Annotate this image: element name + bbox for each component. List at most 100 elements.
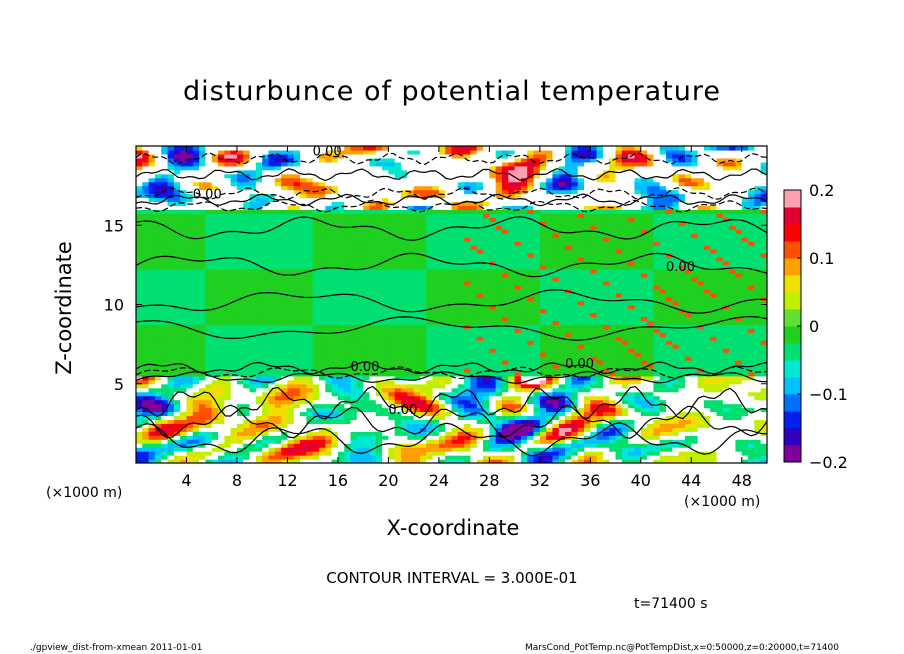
heatmap-cell <box>192 399 200 405</box>
heatmap-cell <box>287 328 295 333</box>
heatmap-cell <box>268 435 276 440</box>
heatmap-cell <box>255 304 263 310</box>
heatmap-cell <box>337 213 345 218</box>
heatmap-cell <box>457 415 465 421</box>
heatmap-cell <box>274 383 282 389</box>
heatmap-cell <box>363 272 371 278</box>
heatmap-cell <box>161 149 169 155</box>
heatmap-cell <box>375 193 383 199</box>
heatmap-cell <box>318 233 326 238</box>
heatmap-cell <box>382 328 389 333</box>
heatmap-cell <box>173 268 181 274</box>
heatmap-cell <box>293 340 301 345</box>
heatmap-cell <box>142 407 150 413</box>
heatmap-cell <box>211 359 219 365</box>
heatmap-cell <box>211 340 219 345</box>
heatmap-cell <box>419 371 427 377</box>
heatmap-cell <box>457 153 465 159</box>
heatmap-cell <box>287 146 295 151</box>
heatmap-cell <box>142 328 150 333</box>
heatmap-cell <box>300 241 307 246</box>
heatmap-cell <box>173 213 181 218</box>
heatmap-cell <box>268 256 276 262</box>
heatmap-cell <box>161 268 169 274</box>
heatmap-cell <box>331 340 339 345</box>
heatmap-cell <box>255 149 263 155</box>
heatmap-cell <box>199 344 207 349</box>
heatmap-cell <box>236 280 244 286</box>
heatmap-cell <box>211 308 219 314</box>
heatmap-cell <box>520 292 528 298</box>
heatmap-cell <box>356 415 364 421</box>
heatmap-cell <box>470 379 478 385</box>
heatmap-cell <box>186 149 194 155</box>
heatmap-cell <box>331 256 339 262</box>
heatmap-cell <box>388 395 396 401</box>
heatmap-cell <box>470 237 478 242</box>
heatmap-cell <box>495 149 503 155</box>
heatmap-cell <box>344 340 352 345</box>
heatmap-cell <box>192 300 200 306</box>
heatmap-cell <box>249 308 257 314</box>
heatmap-cell <box>337 316 345 321</box>
heatmap-cell <box>457 423 465 428</box>
heatmap-cell <box>262 407 270 413</box>
heatmap-cell <box>312 193 320 199</box>
heatmap-cell <box>401 205 408 210</box>
heatmap-cell <box>136 157 143 163</box>
heatmap-cell <box>287 300 295 306</box>
heatmap-cell <box>211 221 219 226</box>
heatmap-cell <box>300 280 307 286</box>
heatmap-cell <box>401 165 408 171</box>
heatmap-cell <box>451 308 459 314</box>
heatmap-cell <box>419 387 427 393</box>
heatmap-cell <box>363 165 371 171</box>
heatmap-cell <box>312 169 320 175</box>
heatmap-cell <box>224 237 232 242</box>
heatmap-cell <box>325 249 333 254</box>
heatmap-cell <box>142 213 150 218</box>
heatmap-cell <box>199 193 207 199</box>
heatmap-cell <box>243 245 251 250</box>
heatmap-cell <box>192 316 200 321</box>
heatmap-cell <box>300 233 307 238</box>
heatmap-cell <box>154 332 162 337</box>
heatmap-cell <box>388 375 396 381</box>
heatmap-cell <box>205 455 213 460</box>
heatmap-cell <box>205 324 213 329</box>
heatmap-cell <box>192 447 200 452</box>
heatmap-cell <box>300 288 307 294</box>
heatmap-cell <box>489 177 497 183</box>
heatmap-cell <box>520 233 528 238</box>
heatmap-cell <box>514 292 522 298</box>
heatmap-cell <box>438 439 446 444</box>
heatmap-cell <box>470 197 478 203</box>
heatmap-cell <box>489 431 497 436</box>
heatmap-cell <box>148 169 156 175</box>
heatmap-cell <box>388 363 396 369</box>
heatmap-cell <box>180 221 188 226</box>
heatmap-cell <box>205 407 213 413</box>
heatmap-cell <box>325 296 333 302</box>
heatmap-cell <box>192 225 200 230</box>
heatmap-cell <box>205 146 213 151</box>
heatmap-cell <box>224 292 232 298</box>
heatmap-cell <box>337 443 345 448</box>
heatmap-cell <box>483 352 490 357</box>
heatmap-cell <box>344 352 352 357</box>
heatmap-cell <box>445 344 453 349</box>
heatmap-cell <box>457 193 465 199</box>
heatmap-cell <box>483 316 490 321</box>
heatmap-cell <box>501 320 509 325</box>
heatmap-cell <box>363 292 371 298</box>
heatmap-cell <box>199 296 207 302</box>
heatmap-cell <box>394 308 402 314</box>
heatmap-cell <box>293 375 301 381</box>
heatmap-cell <box>205 431 213 436</box>
heatmap-cell <box>382 197 389 203</box>
heatmap-cell <box>457 320 465 325</box>
heatmap-cell <box>445 419 453 424</box>
heatmap-cell <box>438 296 446 302</box>
heatmap-cell <box>363 249 371 254</box>
heatmap-cell <box>268 276 276 282</box>
